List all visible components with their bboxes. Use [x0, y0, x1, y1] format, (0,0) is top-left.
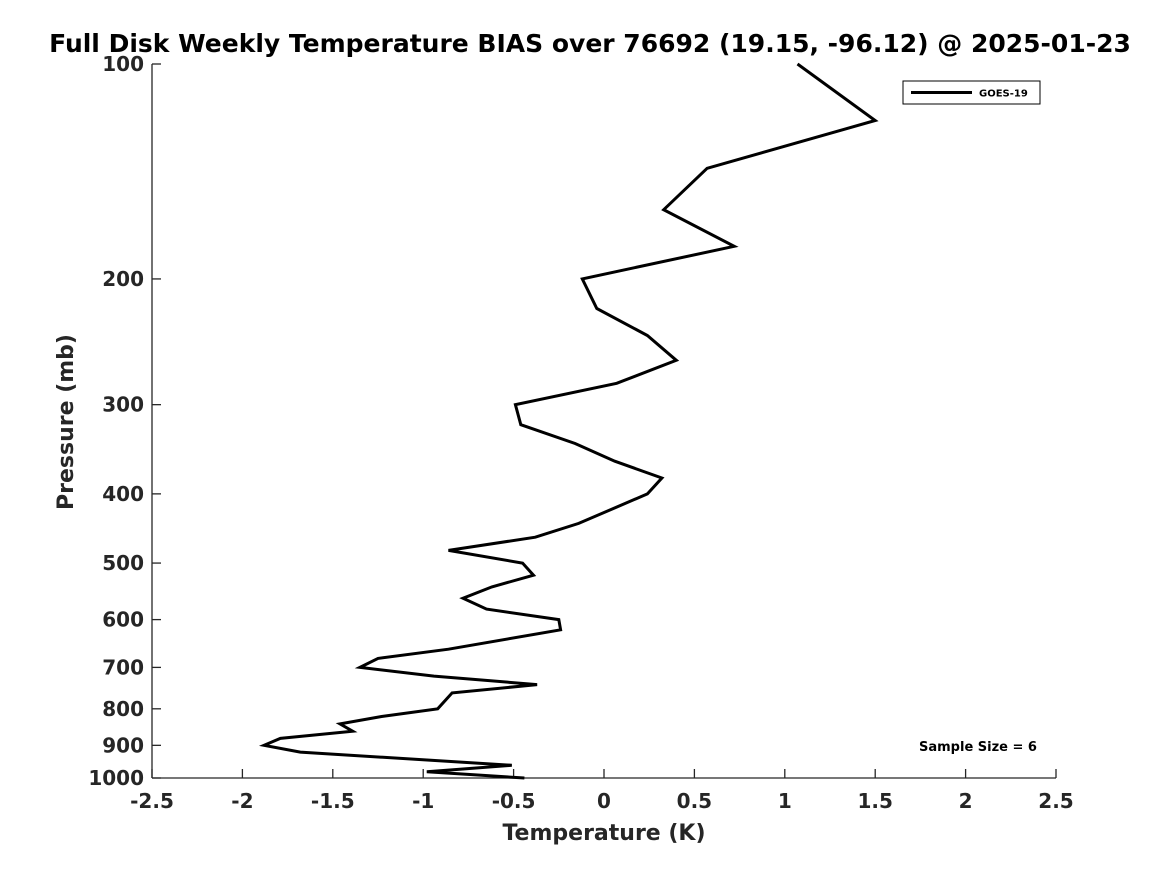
series-line-goes-19: [258, 62, 879, 780]
x-axis-ticks: -2.5 -2 -1.5 -1 -0.5 0 0.5 1 1.5 2 2.5: [130, 769, 1074, 813]
x-tick-label: -2: [231, 789, 253, 813]
y-tick-label: 300: [102, 393, 144, 417]
y-tick-label: 800: [102, 697, 144, 721]
y-tick-label: 600: [102, 608, 144, 632]
y-tick-label: 100: [102, 52, 144, 76]
series-layer: [258, 62, 879, 780]
x-tick-label: 2: [959, 789, 973, 813]
y-tick-label: 700: [102, 655, 144, 679]
y-tick-label: 1000: [88, 766, 144, 790]
x-tick-label: 1: [778, 789, 792, 813]
x-tick-label: 2.5: [1038, 789, 1073, 813]
y-tick-label: 200: [102, 267, 144, 291]
x-tick-label: 0: [597, 789, 611, 813]
legend-label-goes-19: GOES-19: [979, 89, 1028, 100]
legend: GOES-19: [902, 80, 1041, 105]
y-axis-ticks: 100 200 300 400 500 600 700 800 900 1000: [88, 52, 161, 790]
y-axis-label: Pressure (mb): [54, 334, 79, 510]
x-axis-label: Temperature (K): [502, 821, 705, 846]
x-tick-label: 0.5: [677, 789, 712, 813]
x-tick-label: -0.5: [492, 789, 536, 813]
x-tick-label: -1.5: [311, 789, 355, 813]
x-tick-label: -2.5: [130, 789, 174, 813]
x-tick-label: -1: [412, 789, 434, 813]
chart-title: Full Disk Weekly Temperature BIAS over 7…: [49, 29, 1131, 58]
plot-area: [152, 64, 1056, 778]
x-tick-label: 1.5: [857, 789, 892, 813]
y-tick-label: 400: [102, 482, 144, 506]
y-tick-label: 900: [102, 733, 144, 757]
y-tick-label: 500: [102, 551, 144, 575]
sample-size-annotation: Sample Size = 6: [919, 740, 1037, 755]
